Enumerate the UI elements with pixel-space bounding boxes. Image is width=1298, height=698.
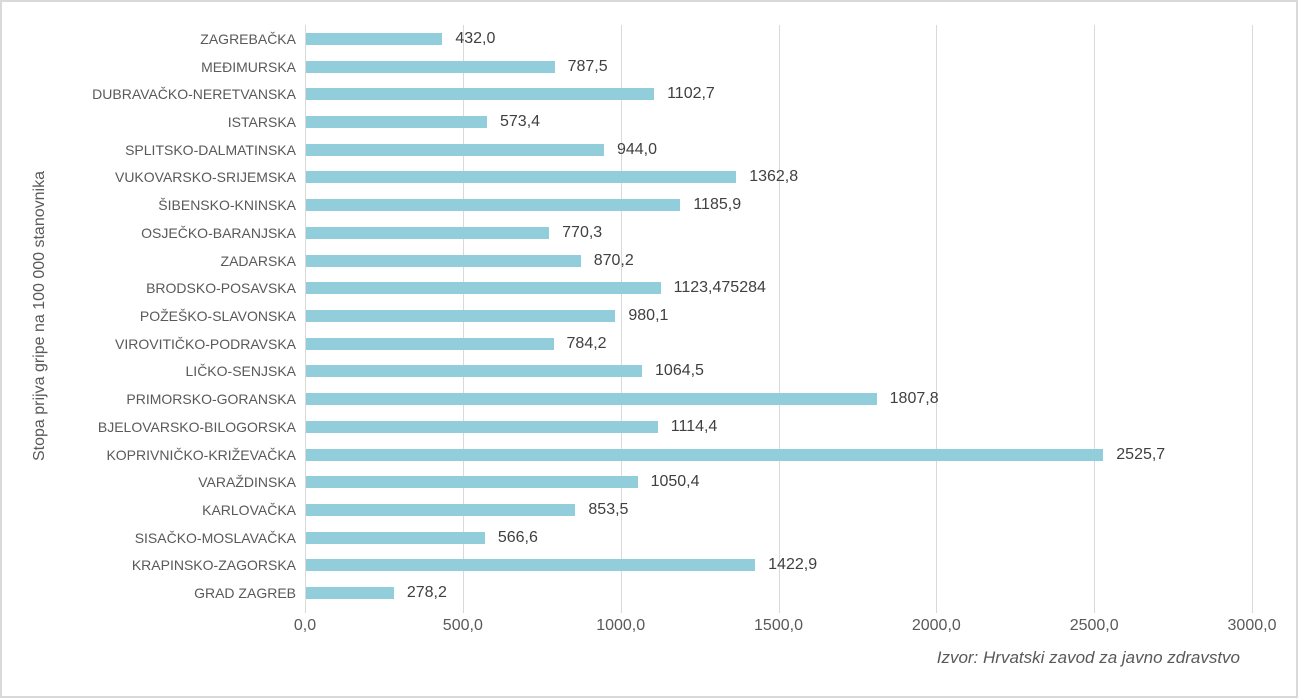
bar-value-label: 853,5: [588, 500, 629, 518]
category-label: VUKOVARSKO-SRIJEMSKA: [114, 169, 296, 186]
bar-value-label: 1114,4: [670, 417, 718, 435]
category-label: VIROVITIČKO-PODRAVSKA: [115, 335, 296, 352]
bar: [306, 32, 443, 45]
bar-value-label: 1064,5: [655, 362, 704, 380]
category-label: OSJEČKO-BARANJSKA: [141, 224, 296, 241]
category-label: SPLITSKO-DALMATINSKA: [125, 141, 296, 158]
category-label: KOPRIVNIČKO-KRIŽEVAČKA: [106, 446, 296, 463]
bar-value-label: 944,0: [616, 140, 658, 158]
bar-value-label: 278,2: [406, 584, 447, 602]
bar: [306, 504, 576, 516]
bar-value-label: 573,4: [500, 112, 541, 130]
category-label: ZADARSKA: [220, 252, 296, 269]
bar-value-label: 770,3: [562, 223, 603, 241]
bar: [306, 226, 550, 239]
category-label: LIČKO-SENJSKA: [185, 363, 296, 380]
x-tick-label: 0,0: [293, 617, 317, 634]
bar: [306, 310, 616, 322]
bar: [306, 420, 658, 433]
x-tick-label: 2500,0: [1069, 617, 1119, 634]
bar: [306, 559, 756, 572]
source-note: Izvor: Hrvatski zavod za javno zdravstvo: [936, 648, 1240, 667]
bar-value-label: 2525,7: [1116, 445, 1166, 463]
bar-value-label: 1362,8: [749, 168, 799, 186]
category-label: VARAŽDINSKA: [198, 474, 296, 491]
category-label: ŠIBENSKO-KNINSKA: [158, 197, 296, 214]
category-label: MEĐIMURSKA: [201, 58, 296, 75]
bar: [306, 143, 604, 156]
category-label: ZAGREBAČKA: [200, 30, 296, 47]
bar-value-label: 980,1: [628, 306, 669, 324]
gridline: [778, 25, 780, 613]
x-tick-label: 1500,0: [754, 617, 803, 634]
bar: [306, 60, 555, 73]
bar-value-label: 1102,7: [667, 85, 715, 103]
category-label: SISAČKO-MOSLAVAČKA: [134, 529, 296, 546]
bar-value-label: 432,0: [455, 29, 496, 47]
bar: [306, 476, 638, 489]
bar: [306, 199, 681, 212]
bar: [306, 531, 485, 544]
bar: [306, 337, 554, 350]
gridline: [305, 25, 306, 613]
bar: [306, 587, 394, 600]
category-label: BRODSKO-POSAVSKA: [146, 280, 296, 297]
category-label: ISTARSKA: [227, 113, 296, 130]
bar: [306, 282, 661, 295]
bar-value-label: 787,5: [567, 57, 608, 75]
category-label: POŽEŠKO-SLAVONSKA: [139, 307, 296, 324]
bar-value-label: 870,2: [593, 251, 634, 269]
x-tick-label: 3000,0: [1227, 617, 1277, 634]
x-tick-label: 500,0: [442, 617, 483, 634]
bar: [306, 88, 655, 101]
category-label: KRAPINSKO-ZAGORSKA: [131, 557, 296, 574]
category-label: KARLOVAČKA: [202, 501, 296, 518]
gridline: [1094, 25, 1096, 613]
gridline: [936, 25, 938, 613]
bar-value-label: 1185,9: [693, 196, 742, 214]
bar-value-label: 1807,8: [889, 390, 939, 408]
gridline: [1252, 25, 1253, 613]
bar: [306, 448, 1104, 461]
x-tick-label: 1000,0: [596, 617, 646, 634]
bar-value-label: 1050,4: [650, 473, 700, 491]
bar: [306, 171, 737, 184]
bar-value-label: 784,2: [566, 334, 607, 352]
category-label: GRAD ZAGREB: [194, 585, 296, 602]
gridline: [620, 25, 622, 613]
bar: [306, 393, 877, 406]
bar-value-label: 566,6: [497, 528, 538, 546]
category-label: PRIMORSKO-GORANSKA: [126, 391, 296, 408]
bar-value-label: 1422,9: [768, 556, 818, 574]
category-label: BJELOVARSKO-BILOGORSKA: [97, 418, 296, 435]
bar: [306, 254, 581, 267]
category-label: DUBRAVAČKO-NERETVANSKA: [92, 86, 296, 103]
bar: [306, 116, 487, 128]
bar-value-label: 1123,475284: [673, 279, 766, 297]
x-tick-label: 2000,0: [911, 617, 961, 634]
bar: [306, 365, 643, 378]
